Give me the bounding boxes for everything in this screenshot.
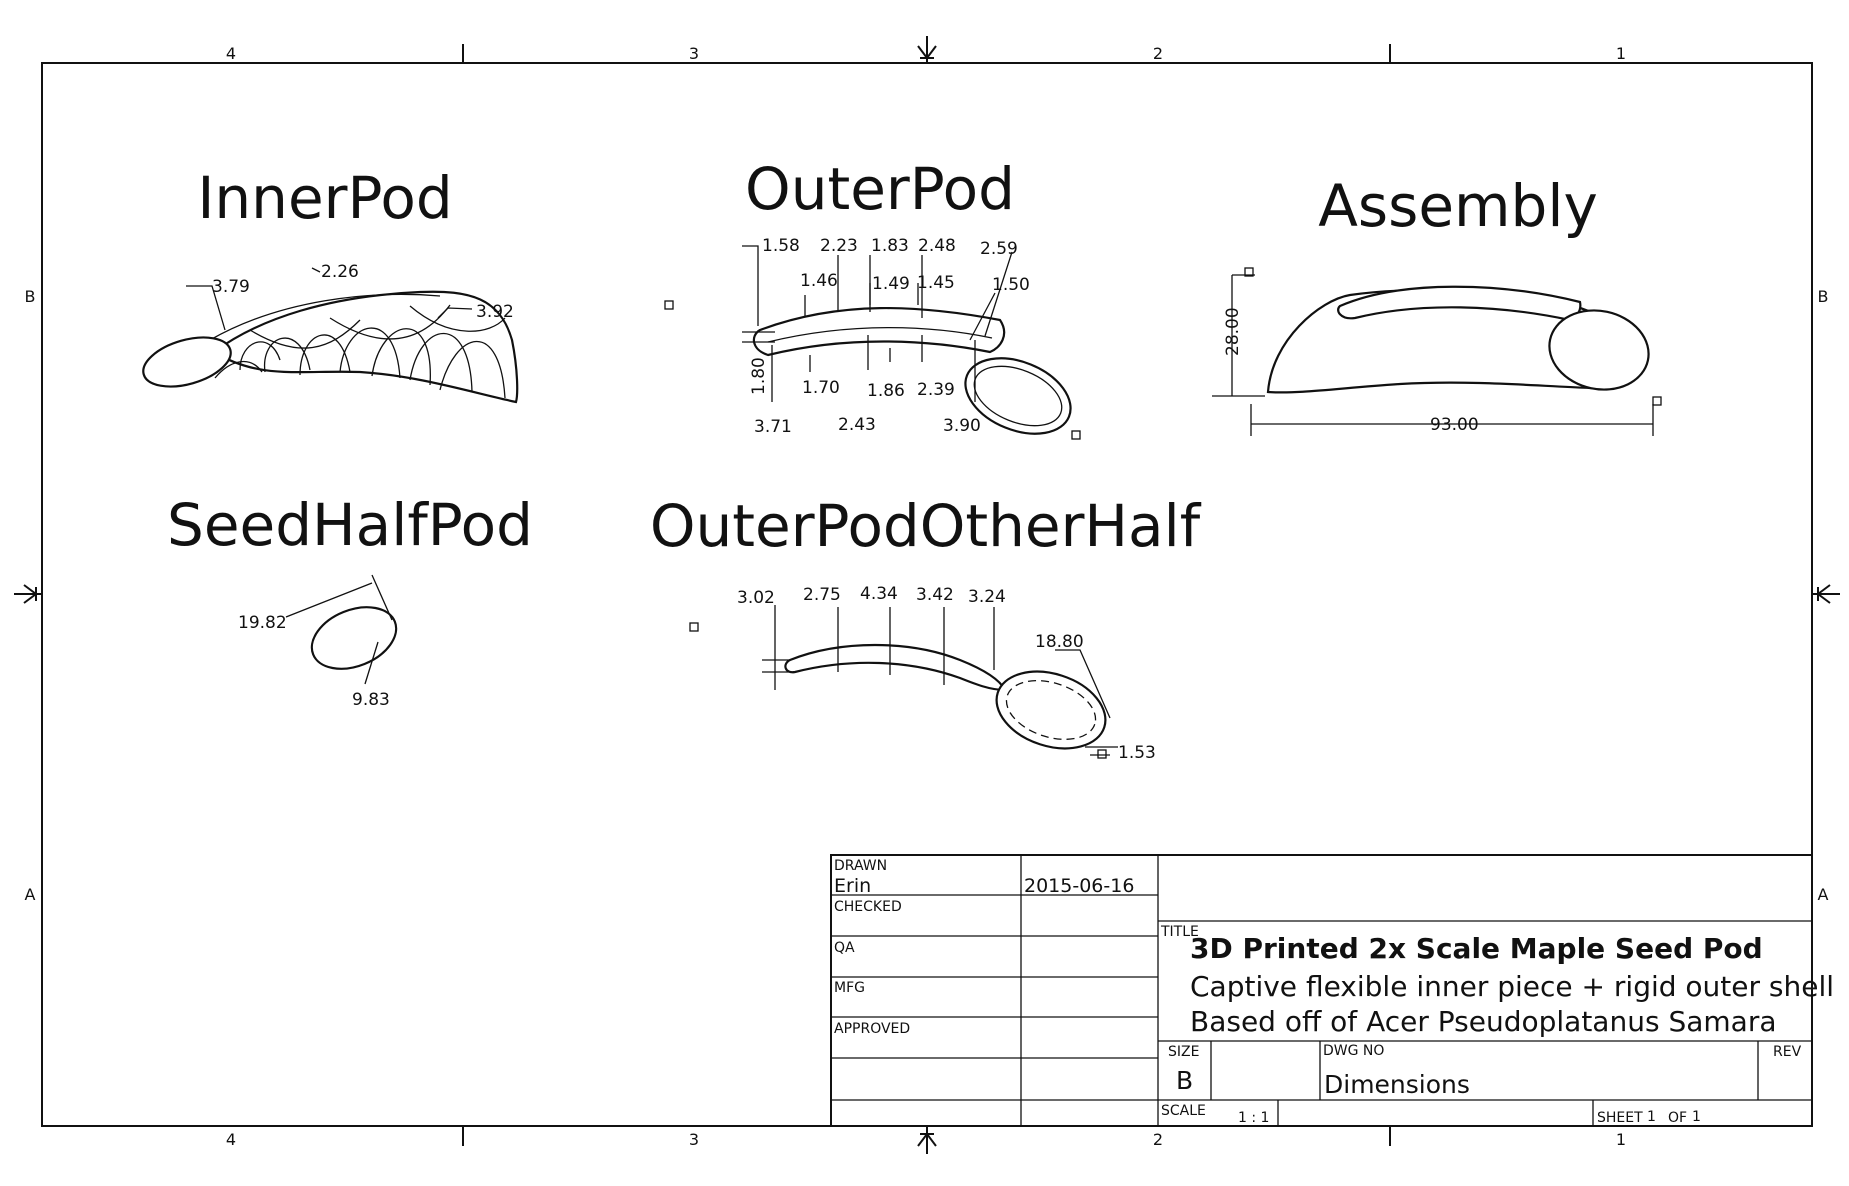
zone-col-3-top: 3 — [689, 44, 699, 63]
other-half-dim-1-53: 1.53 — [1118, 743, 1156, 763]
outer-pod-marker-right — [1071, 430, 1081, 440]
assembly-marker-top — [1244, 267, 1254, 277]
zone-row-b-right: B — [1818, 287, 1829, 306]
outer-pod-dim-1-49: 1.49 — [872, 274, 910, 294]
outer-pod-drawing — [752, 307, 1072, 435]
outer-pod-other-half-drawing — [784, 643, 1107, 750]
tb-size-label: SIZE — [1168, 1044, 1199, 1060]
tb-size: B — [1176, 1066, 1193, 1095]
inner-pod-drawing — [142, 290, 519, 404]
seed-half-pod-dim-9-83: 9.83 — [352, 690, 390, 710]
outer-pod-dim-3-71: 3.71 — [754, 417, 792, 437]
tb-dwg-no: Dimensions — [1324, 1070, 1470, 1099]
tb-title: 3D Printed 2x Scale Maple Seed Pod — [1190, 932, 1763, 965]
seed-half-pod-drawing — [310, 606, 398, 670]
inner-pod-dim-2-26: 2.26 — [321, 262, 359, 282]
outer-pod-dim-1-45: 1.45 — [917, 273, 955, 293]
zone-col-1-bottom: 1 — [1616, 1130, 1626, 1149]
zone-row-b-left: B — [25, 287, 36, 306]
zone-ticks — [14, 36, 1840, 1154]
other-half-dim-3-02: 3.02 — [737, 588, 775, 608]
assembly-drawing — [1266, 285, 1650, 394]
zone-col-2-top: 2 — [1153, 44, 1163, 63]
tb-scale: 1 : 1 — [1238, 1110, 1269, 1126]
outer-pod-dim-1-70: 1.70 — [802, 378, 840, 398]
assembly-dimensions — [1212, 274, 1654, 436]
outer-pod-dim-3-90: 3.90 — [943, 416, 981, 436]
other-half-dim-3-42: 3.42 — [916, 585, 954, 605]
outer-pod-dim-2-39: 2.39 — [917, 380, 955, 400]
outer-pod-dimensions — [742, 245, 1013, 402]
zone-col-2-bottom: 2 — [1153, 1130, 1163, 1149]
tb-scale-label: SCALE — [1161, 1103, 1206, 1119]
tb-drawn-by: Erin — [834, 875, 871, 897]
outer-pod-dim-2-59: 2.59 — [980, 239, 1018, 259]
tb-sheet-num: 1 — [1647, 1109, 1656, 1125]
assembly-marker-bottom — [1652, 396, 1662, 406]
seed-half-pod-dim-19-82: 19.82 — [238, 613, 287, 633]
outer-pod-dim-1-83: 1.83 — [871, 236, 909, 256]
tb-qa-label: QA — [834, 940, 855, 956]
outer-pod-marker-left — [664, 300, 674, 310]
tb-sheet-total: 1 — [1692, 1109, 1701, 1125]
inner-pod-dim-3-79: 3.79 — [212, 277, 250, 297]
outer-pod-other-half-dimensions — [762, 605, 1118, 756]
tb-drawn-date: 2015-06-16 — [1024, 875, 1134, 897]
outer-pod-dim-1-58: 1.58 — [762, 236, 800, 256]
assembly-dim-93-00: 93.00 — [1430, 415, 1479, 435]
seed-half-pod-title: SeedHalfPod — [167, 491, 533, 559]
zone-row-a-left: A — [25, 885, 36, 904]
outer-pod-dim-2-43: 2.43 — [838, 415, 876, 435]
other-half-marker-left — [689, 622, 699, 632]
inner-pod-dimensions — [186, 267, 473, 331]
zone-col-1-top: 1 — [1616, 44, 1626, 63]
outer-pod-dim-1-46: 1.46 — [800, 271, 838, 291]
tb-mfg-label: MFG — [834, 980, 865, 996]
assembly-title: Assembly — [1318, 172, 1598, 240]
zone-col-4-top: 4 — [226, 44, 236, 63]
tb-rev-label: REV — [1773, 1044, 1802, 1060]
other-half-marker-right — [1097, 749, 1107, 759]
tb-title-label: TITLE — [1160, 924, 1199, 940]
tb-checked-label: CHECKED — [834, 899, 902, 915]
zone-col-3-bottom: 3 — [689, 1130, 699, 1149]
outer-pod-dim-1-80: 1.80 — [749, 357, 769, 395]
outer-pod-dim-2-23: 2.23 — [820, 236, 858, 256]
tb-subtitle-1: Captive flexible inner piece + rigid out… — [1190, 970, 1834, 1003]
outer-pod-other-half-title: OuterPodOtherHalf — [650, 492, 1202, 560]
tb-of-label: OF — [1668, 1110, 1687, 1126]
title-block-grid — [830, 854, 1813, 1127]
inner-pod-dim-3-92: 3.92 — [476, 302, 514, 322]
other-half-dim-18-80: 18.80 — [1035, 632, 1084, 652]
zone-row-a-right: A — [1818, 885, 1829, 904]
zone-col-4-bottom: 4 — [226, 1130, 236, 1149]
seed-half-pod-dimensions — [285, 574, 393, 685]
outer-pod-title: OuterPod — [745, 155, 1015, 223]
other-half-dim-2-75: 2.75 — [803, 585, 841, 605]
tb-dwg-no-label: DWG NO — [1323, 1043, 1384, 1059]
other-half-dim-4-34: 4.34 — [860, 584, 898, 604]
other-half-dim-3-24: 3.24 — [968, 587, 1006, 607]
outer-pod-dim-1-50: 1.50 — [992, 275, 1030, 295]
tb-drawn-label: DRAWN — [834, 858, 887, 874]
tb-subtitle-2: Based off of Acer Pseudoplatanus Samara — [1190, 1005, 1776, 1038]
tb-approved-label: APPROVED — [834, 1021, 910, 1037]
inner-pod-title: InnerPod — [197, 164, 452, 232]
outer-pod-dim-1-86: 1.86 — [867, 381, 905, 401]
outer-pod-dim-2-48: 2.48 — [918, 236, 956, 256]
assembly-dim-28-00: 28.00 — [1223, 307, 1243, 356]
tb-sheet-label: SHEET — [1597, 1110, 1643, 1126]
